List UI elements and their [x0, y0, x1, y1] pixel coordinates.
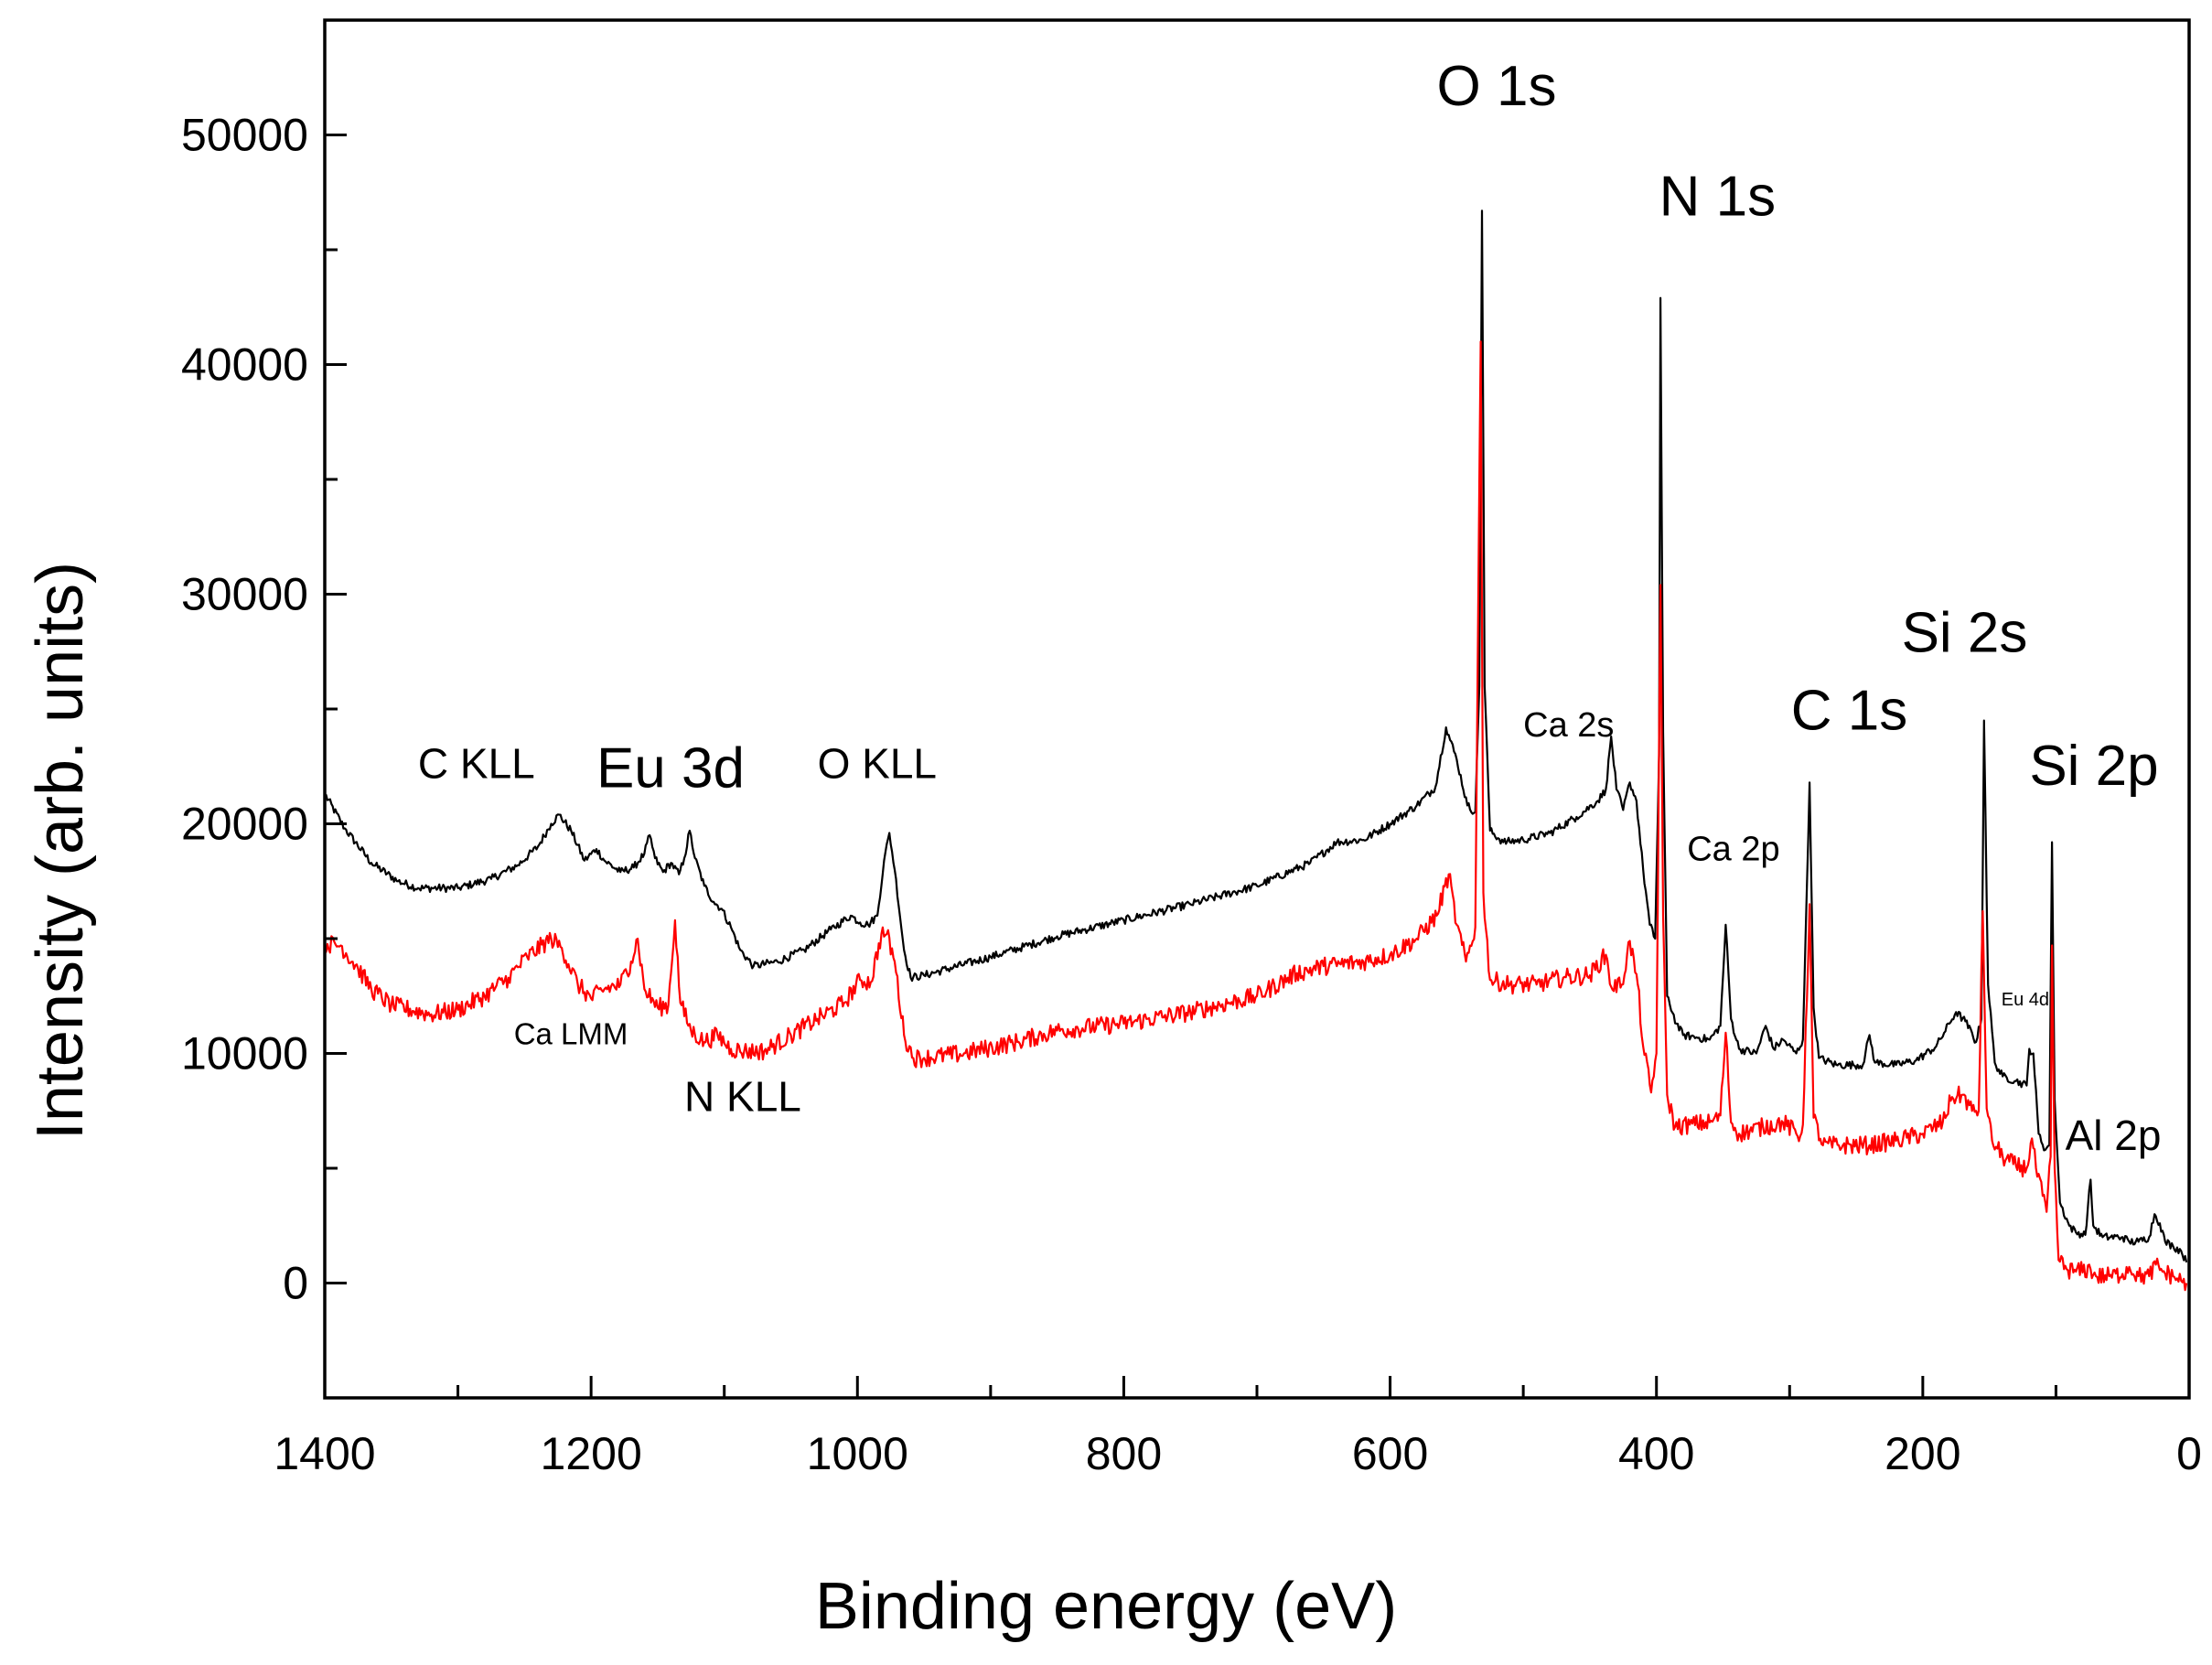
x-tick-label: 1000: [807, 1428, 908, 1479]
annotation-c-1s: C 1s: [1791, 680, 1907, 743]
plot-frame: [323, 18, 2191, 1400]
x-tick-label: 1200: [541, 1428, 642, 1479]
y-tick-label: 10000: [181, 1028, 308, 1080]
series-line-red: [323, 340, 2188, 1292]
annotation-c-kll: C KLL: [418, 739, 535, 787]
annotation-si-2s: Si 2s: [1902, 601, 2028, 664]
y-tick-label: 30000: [181, 569, 308, 620]
y-axis-title: Intensity (arb. units): [24, 562, 97, 1140]
x-tick-label: 600: [1352, 1428, 1428, 1479]
annotation-ca-2p: Ca 2p: [1687, 831, 1779, 869]
annotation-n-1s: N 1s: [1659, 165, 1776, 228]
annotation-o-kll: O KLL: [818, 739, 937, 787]
annotation-si-2p: Si 2p: [2029, 735, 2158, 798]
series-group: [323, 209, 2188, 1292]
x-tick-label: 0: [2176, 1428, 2202, 1479]
annotation-eu-3d: Eu 3d: [596, 736, 745, 800]
annotation-ca-lmm: Ca LMM: [514, 1016, 628, 1050]
x-tick-label: 400: [1618, 1428, 1694, 1479]
axes-group: 1400 1200 1000 800 600 400 200 0010000200003000…: [181, 18, 2202, 1479]
x-tick-label: 800: [1086, 1428, 1162, 1479]
series-line-black: [324, 209, 2188, 1263]
annotation-o-1s: O 1s: [1437, 55, 1557, 118]
x-tick-label: 1400: [274, 1428, 375, 1479]
y-tick-label: 50000: [181, 110, 308, 161]
y-tick-label: 40000: [181, 339, 308, 391]
x-tick-label: 200: [1884, 1428, 1960, 1479]
y-tick-label: 0: [283, 1258, 308, 1309]
x-axis-title: Binding energy (eV): [815, 1570, 1397, 1643]
annotations-group: O 1s N 1s Si 2s C 1s Si 2p C KLL Eu 3d O KLL Ca …: [418, 55, 2162, 1159]
annotation-al-2p: Al 2p: [2066, 1112, 2162, 1159]
y-tick-label: 20000: [181, 799, 308, 850]
annotation-eu-4d: Eu 4d: [2002, 990, 2049, 1010]
annotation-n-kll: N KLL: [684, 1072, 801, 1120]
annotation-ca-2s: Ca 2s: [1523, 706, 1614, 745]
